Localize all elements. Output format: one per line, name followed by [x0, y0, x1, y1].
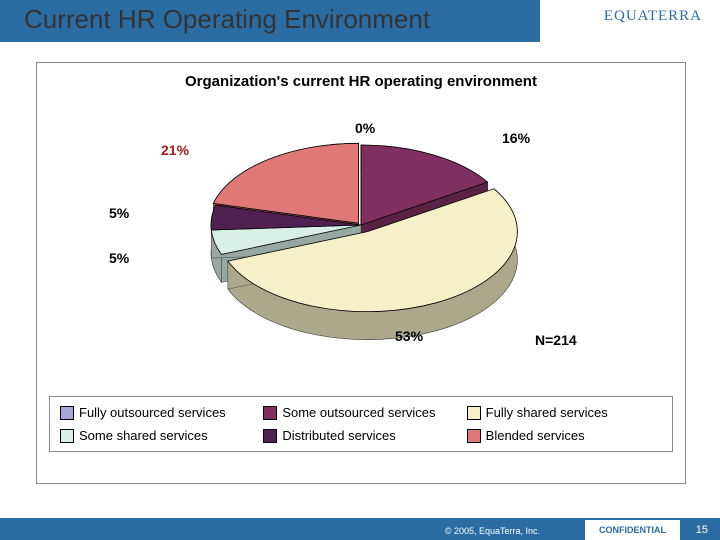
n-label: N=214 [535, 332, 577, 348]
slice-label-5: 21% [161, 142, 189, 158]
footer-copyright: © 2005, EquaTerra, Inc. [445, 526, 540, 536]
legend-item-0: Fully outsourced services [60, 405, 255, 420]
slice-label-3: 5% [109, 250, 129, 266]
slice-label-1: 16% [502, 130, 530, 146]
footer-page-number: 15 [696, 524, 708, 536]
legend-label-3: Some shared services [79, 428, 208, 443]
legend-item-2: Fully shared services [467, 405, 662, 420]
legend-label-0: Fully outsourced services [79, 405, 226, 420]
legend-swatch-4 [263, 429, 277, 443]
legend-label-2: Fully shared services [486, 405, 608, 420]
footer-confidential: CONFIDENTIAL [585, 520, 680, 540]
legend: Fully outsourced services Some outsource… [49, 396, 673, 452]
legend-swatch-5 [467, 429, 481, 443]
chart-container: Organization's current HR operating envi… [36, 62, 686, 484]
logo: EQUATERRA [604, 8, 702, 25]
legend-swatch-0 [60, 406, 74, 420]
legend-label-5: Blended services [486, 428, 585, 443]
legend-item-1: Some outsourced services [263, 405, 458, 420]
legend-swatch-3 [60, 429, 74, 443]
slice-label-2: 53% [395, 328, 423, 344]
legend-item-5: Blended services [467, 428, 662, 443]
legend-swatch-1 [263, 406, 277, 420]
logo-text: EQUATERRA [604, 8, 702, 24]
legend-label-1: Some outsourced services [282, 405, 435, 420]
slide-title: Current HR Operating Environment [24, 4, 430, 35]
chart-title: Organization's current HR operating envi… [37, 73, 685, 90]
slice-label-4: 5% [109, 205, 129, 221]
legend-item-4: Distributed services [263, 428, 458, 443]
pie-area: 0% 16% 53% 5% 5% 21% N=214 [37, 90, 685, 390]
legend-item-3: Some shared services [60, 428, 255, 443]
legend-label-4: Distributed services [282, 428, 395, 443]
legend-swatch-2 [467, 406, 481, 420]
slice-label-0: 0% [355, 120, 375, 136]
